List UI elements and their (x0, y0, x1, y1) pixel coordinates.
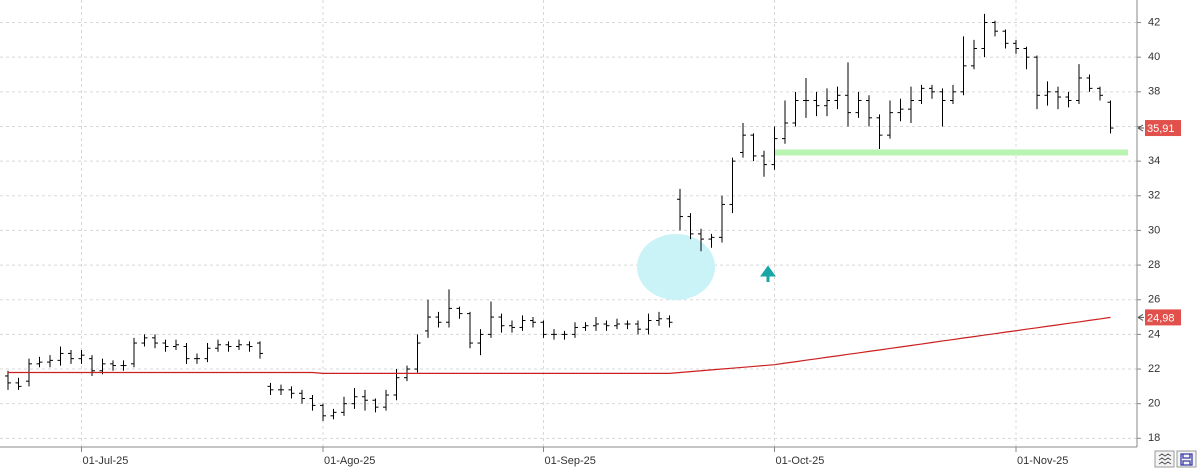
y-tick-label: 30 (1148, 224, 1160, 236)
up-arrow (760, 265, 776, 282)
price-tag (1145, 309, 1181, 326)
y-tick-label: 20 (1148, 398, 1160, 410)
y-tick-label: 38 (1148, 86, 1160, 98)
save-button[interactable] (1176, 450, 1197, 468)
x-tick-label: 01-Sep-25 (545, 455, 596, 467)
y-tick-label: 18 (1148, 432, 1160, 444)
y-tick-label: 42 (1148, 16, 1160, 28)
y-tick-label: 26 (1148, 294, 1160, 306)
y-tick-label: 24 (1148, 328, 1160, 340)
price-tag-pointer (1137, 313, 1144, 321)
moving-average (8, 316, 1111, 374)
x-tick-label: 01-Nov-25 (1017, 455, 1068, 467)
x-tick-label: 01-Oct-25 (776, 455, 825, 467)
price-tag-pointer (1137, 124, 1144, 132)
price-tag-label: 35,91 (1147, 123, 1175, 135)
toolbar (1154, 450, 1197, 468)
y-tick-label: 40 (1148, 51, 1160, 63)
y-tick-label: 22 (1148, 363, 1160, 375)
save-icon (1180, 453, 1193, 466)
highlight-ellipse (637, 234, 715, 300)
price-tag (1145, 120, 1181, 137)
y-tick-label: 32 (1148, 190, 1160, 202)
indicator-icon (1158, 453, 1172, 465)
y-tick-label: 34 (1148, 155, 1160, 167)
x-tick-label: 01-Jul-25 (83, 455, 129, 467)
price-tag-label: 24,98 (1147, 312, 1175, 324)
indicator-button[interactable] (1154, 450, 1175, 468)
x-tick-label: 01-Ago-25 (324, 455, 375, 467)
y-tick-label: 28 (1148, 259, 1160, 271)
